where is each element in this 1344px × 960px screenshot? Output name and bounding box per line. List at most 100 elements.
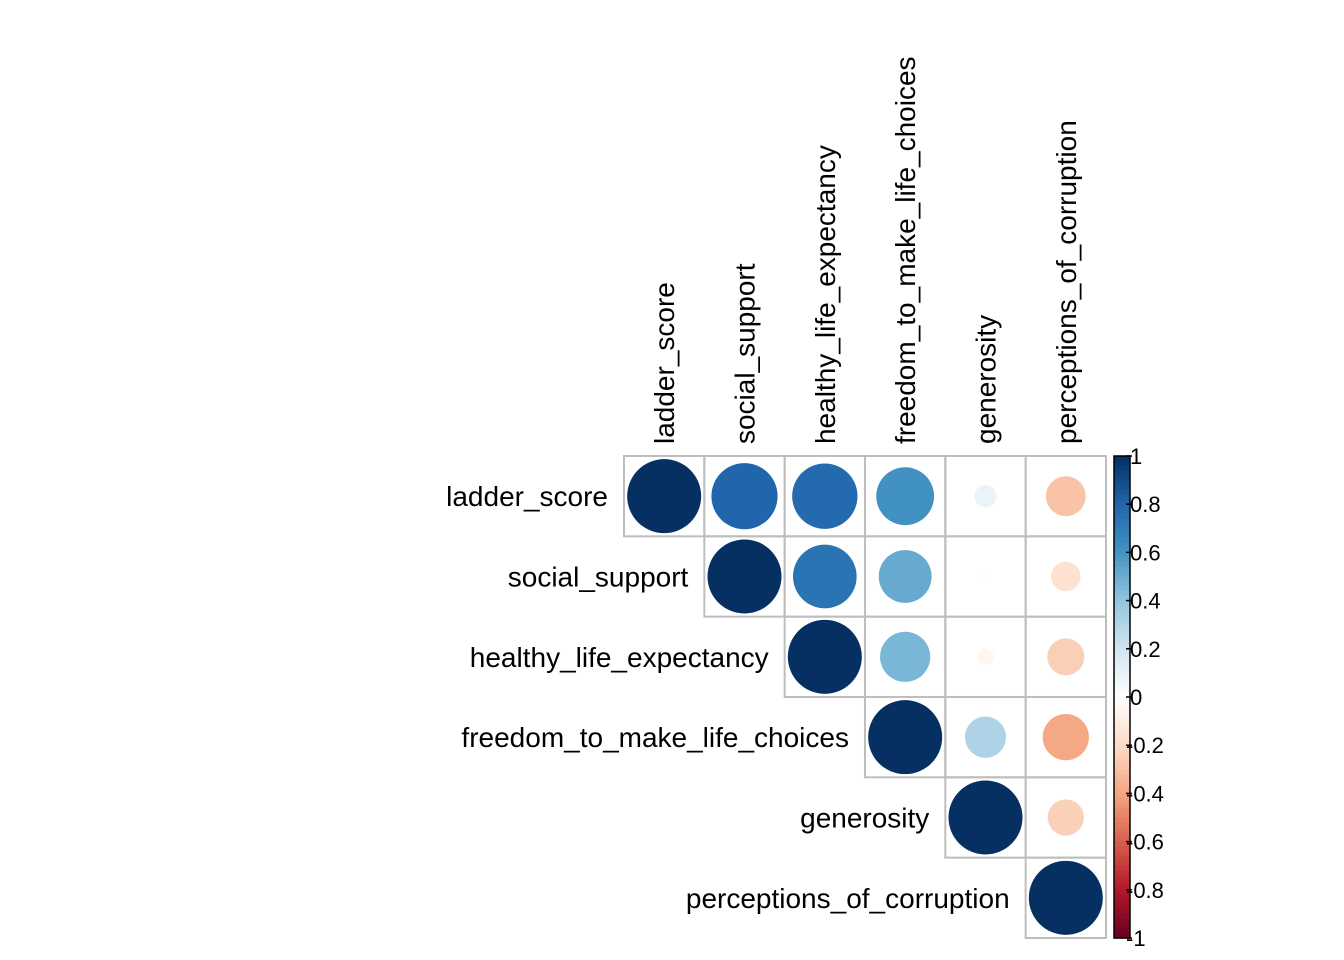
correlation-circle (878, 550, 932, 603)
colorbar-segment (1114, 923, 1130, 929)
colorbar-segment (1114, 480, 1130, 486)
column-label: ladder_score (649, 282, 680, 444)
colorbar-segment (1114, 523, 1130, 529)
column-label: healthy_life_expectancy (810, 145, 841, 444)
colorbar-segment (1114, 894, 1130, 901)
colorbar-segment (1114, 460, 1130, 467)
colorbar-segment (1114, 494, 1130, 500)
colorbar-segment (1114, 470, 1130, 476)
correlation-circle (1045, 476, 1086, 517)
correlation-circle (792, 544, 857, 609)
colorbar-segment (1114, 475, 1130, 481)
colorbar-segment (1114, 880, 1130, 886)
colorbar-segment (1114, 595, 1130, 602)
colorbar-segment (1114, 745, 1130, 751)
colorbar-segment (1114, 735, 1130, 741)
colorbar-segment (1114, 899, 1130, 905)
colorbar-segment (1114, 552, 1130, 558)
colorbar-segment (1114, 716, 1130, 722)
colorbar-segment (1114, 509, 1130, 515)
colorbar-segment (1114, 721, 1130, 727)
grid-cell (1024, 856, 1107, 939)
colorbar-segment (1114, 836, 1130, 843)
colorbar-segment (1114, 663, 1130, 669)
colorbar-segment (1114, 856, 1130, 862)
colorbar-tick-label: 0.4 (1130, 589, 1161, 614)
correlation-circle (1051, 561, 1081, 592)
colorbar-segment (1114, 605, 1130, 611)
colorbar-segment (1114, 933, 1130, 939)
correlation-circle (977, 648, 994, 666)
colorbar-segment (1114, 513, 1130, 520)
colorbar-segment (1114, 740, 1130, 746)
colorbar-segment (1114, 904, 1130, 910)
row-label: freedom_to_make_life_choices (461, 722, 849, 753)
colorbar-segment (1114, 697, 1130, 703)
colorbar-segment (1114, 566, 1130, 573)
correlation-circle (974, 485, 997, 508)
colorbar-segment (1114, 841, 1130, 848)
colorbar-tick-label: -0.4 (1126, 781, 1164, 806)
colorbar-segment (1114, 798, 1130, 804)
colorbar-segment (1114, 648, 1130, 655)
correlation-circle (868, 700, 943, 775)
colorbar-segment (1114, 629, 1130, 635)
colorbar-segment (1114, 658, 1130, 664)
correlation-circle (964, 716, 1007, 758)
colorbar-segment (1114, 537, 1130, 544)
colorbar-segment (1114, 518, 1130, 525)
colorbar-segment (1114, 682, 1130, 688)
colorbar-segment (1114, 634, 1130, 640)
colorbar-segment (1114, 692, 1130, 698)
colorbar-segment (1114, 783, 1130, 790)
colorbar-segment (1114, 754, 1130, 761)
colorbar-tick-label: 0 (1130, 685, 1142, 710)
colorbar-segment (1114, 851, 1130, 857)
colorbar-tick-label: 1 (1130, 444, 1142, 469)
colorbar-segment (1114, 918, 1130, 925)
correlation-circle (1028, 860, 1103, 935)
colorbar-segment (1114, 928, 1130, 934)
colorbar-segment (1114, 769, 1130, 775)
colorbar-segment (1114, 571, 1130, 578)
colorbar-segment (1114, 484, 1130, 491)
colorbar-segment (1114, 624, 1130, 631)
colorbar-tick-label: -0.8 (1126, 878, 1164, 903)
colorbar-segment (1114, 489, 1130, 496)
colorbar-segment (1114, 610, 1130, 616)
colorbar-segment (1114, 600, 1130, 607)
colorbar-segment (1114, 706, 1130, 713)
colorbar-segment (1114, 576, 1130, 582)
colorbar-segment (1114, 619, 1130, 626)
colorbar-segment (1114, 465, 1130, 472)
colorbar-segment (1114, 730, 1130, 737)
colorbar-segment (1114, 812, 1130, 819)
row-label: social_support (508, 561, 689, 592)
colorbar-segment (1114, 793, 1130, 799)
colorbar-tick-label: -0.2 (1126, 733, 1164, 758)
colorbar-segment (1114, 827, 1130, 833)
correlation-circle (876, 467, 935, 526)
column-label: generosity (970, 315, 1001, 444)
column-label: freedom_to_make_life_choices (890, 56, 921, 444)
correlation-circle (948, 780, 1023, 855)
colorbar-segment (1114, 533, 1130, 539)
colorbar-segment (1114, 639, 1130, 645)
colorbar-tick-label: -0.6 (1126, 830, 1164, 855)
colorbar-segment (1114, 668, 1130, 674)
colorbar-segment (1114, 909, 1130, 915)
colorbar-segment (1114, 653, 1130, 660)
colorbar-segment (1114, 778, 1130, 785)
colorbar-segment (1114, 759, 1130, 766)
row-label: generosity (800, 802, 929, 833)
colorbar-segment (1114, 817, 1130, 823)
colorbar-segment (1114, 860, 1130, 867)
colorbar-segment (1114, 774, 1130, 780)
colorbar-segment (1114, 831, 1130, 838)
colorbar-segment (1114, 725, 1130, 732)
colorbar-segment (1114, 528, 1130, 534)
colorbar-segment (1114, 677, 1130, 684)
colorbar-segment (1114, 456, 1130, 462)
colorbar-tick-label: 0.8 (1130, 492, 1161, 517)
